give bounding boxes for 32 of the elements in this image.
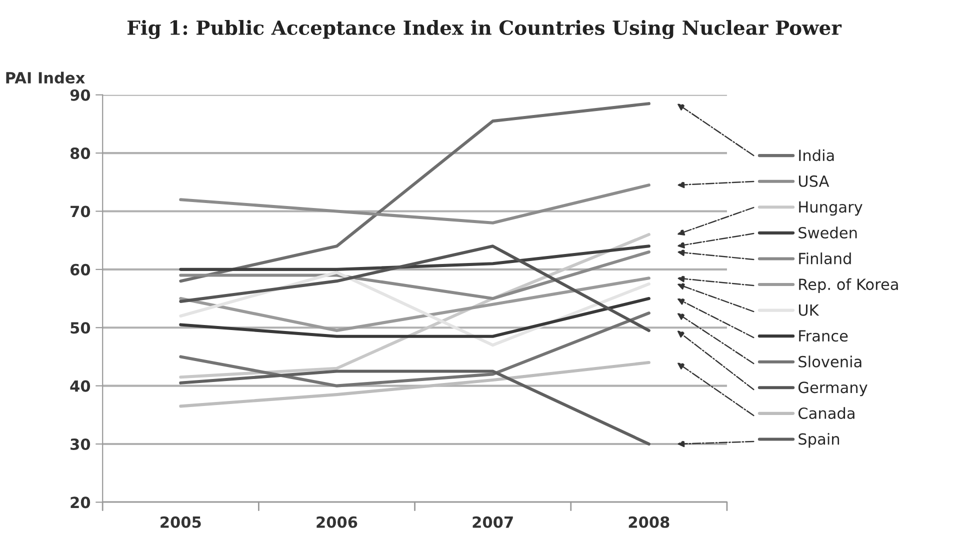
line-series [179, 361, 650, 408]
legend-label: France [799, 330, 848, 342]
y-tick-label: 90 [70, 89, 90, 101]
legend-label: Spain [798, 432, 840, 448]
line-series [179, 276, 650, 332]
x-tick-label: 2007 [472, 516, 513, 528]
line-series [179, 184, 650, 224]
x-tick-label: 2008 [628, 516, 670, 528]
y-axis-title: PAI Index [6, 72, 85, 84]
chart-title: Fig 1: Public Acceptance Index in Countries Using Nuclear Power [128, 20, 842, 40]
legend-label: Rep. of Korea [799, 278, 898, 294]
line-series [179, 312, 650, 388]
x-tick-label: 2006 [316, 516, 358, 528]
line-series [179, 244, 650, 332]
legend-label: Sweden [798, 226, 857, 238]
y-tick-label: 70 [70, 206, 90, 218]
legend-label: Finland [799, 252, 851, 264]
y-tick-label: 20 [70, 496, 90, 508]
legend-label: USA [798, 175, 830, 187]
legend-label: UK [798, 304, 820, 316]
legend-label: Hungary [799, 201, 862, 216]
y-tick-label: 80 [70, 148, 90, 160]
y-tick-label: 30 [70, 438, 90, 450]
legend-label: Canada [798, 407, 854, 419]
legend-label: Slovenia [798, 356, 862, 368]
legend-label: Germany [798, 382, 868, 396]
line-series [179, 102, 650, 283]
x-tick-label: 2005 [160, 516, 201, 528]
y-tick-label: 50 [70, 322, 90, 334]
y-tick-label: 60 [70, 264, 90, 276]
legend-label: India [799, 149, 834, 162]
y-tick-label: 40 [70, 380, 90, 392]
